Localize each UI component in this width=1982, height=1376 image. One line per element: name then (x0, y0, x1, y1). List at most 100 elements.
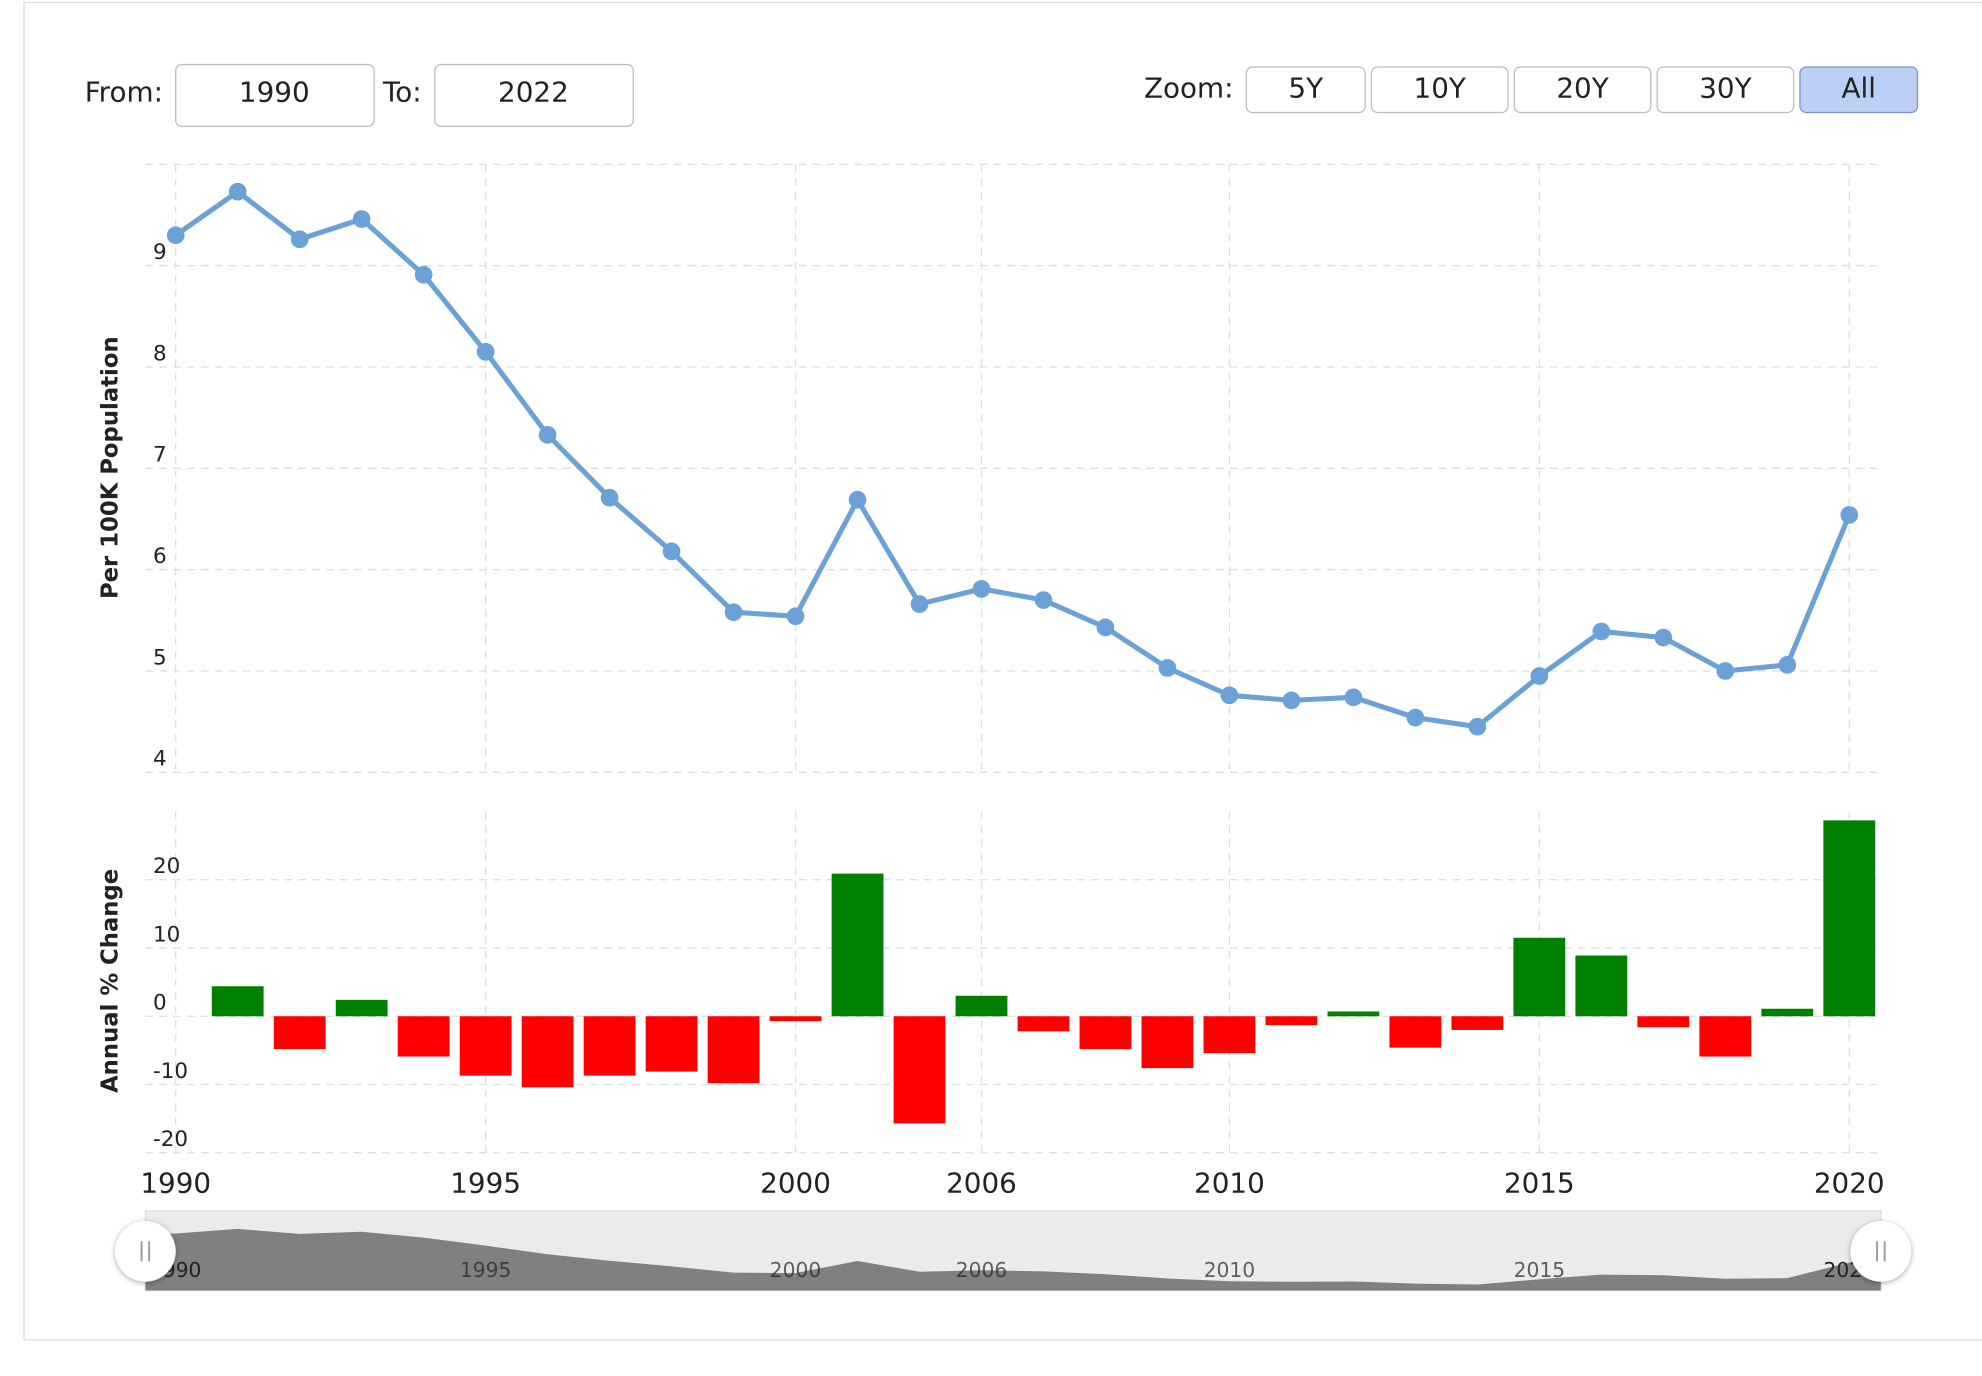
bar (1327, 1011, 1380, 1017)
y-tick-label: 9 (153, 240, 167, 265)
y-axis-label: Per 100K Population (98, 336, 124, 599)
bar (1513, 937, 1566, 1017)
point (1840, 506, 1859, 524)
bar (521, 1016, 574, 1088)
point (848, 490, 867, 509)
bar (459, 1016, 512, 1076)
y-tick-label: 7 (153, 443, 167, 468)
point (1096, 618, 1115, 637)
frame (23, 1, 1982, 1341)
x-tick-label: 2000 (760, 1166, 831, 1199)
x-tick-label: 2006 (946, 1166, 1017, 1199)
point (1158, 659, 1177, 677)
bar (1637, 1016, 1690, 1028)
zoom-button[interactable] (1513, 66, 1652, 114)
zoom-button-label[interactable]: 30Y (1699, 72, 1752, 105)
point (166, 226, 185, 245)
y-tick-label: -10 (153, 1059, 188, 1084)
navigator-label: 1995 (460, 1258, 511, 1282)
y-tick-label: 10 (153, 922, 180, 947)
x-tick-label: 2015 (1504, 1166, 1575, 1199)
bar (1079, 1016, 1132, 1050)
to-value[interactable]: 2022 (498, 76, 569, 109)
point (290, 230, 309, 249)
bar (893, 1016, 946, 1124)
bar (1141, 1016, 1194, 1069)
from-value[interactable]: 1990 (239, 76, 310, 109)
line (174, 189, 1852, 730)
navigator-label: 2015 (1514, 1258, 1565, 1282)
point (1282, 691, 1301, 710)
point (1592, 622, 1611, 641)
zoom-button[interactable] (1656, 66, 1795, 114)
y-tick-label: 20 (153, 854, 180, 879)
point (538, 426, 557, 444)
from-input[interactable] (175, 63, 375, 128)
zoom-label: Zoom: (1144, 72, 1234, 105)
zoom-button-label[interactable]: All (1842, 72, 1876, 105)
navigator-handle[interactable] (115, 1221, 176, 1282)
x-tick-label: 1990 (140, 1166, 211, 1199)
point (414, 265, 433, 284)
bar (1823, 820, 1876, 1017)
bar (1761, 1008, 1814, 1017)
bar (1017, 1016, 1070, 1032)
to-input[interactable] (434, 63, 634, 128)
navigator-label: 2010 (1204, 1258, 1255, 1282)
bar (211, 986, 264, 1017)
bar (1265, 1016, 1318, 1026)
point (1778, 656, 1797, 674)
bar (1699, 1016, 1752, 1057)
bar (645, 1016, 698, 1072)
bar (583, 1016, 636, 1076)
point (1716, 662, 1735, 680)
x-tick-label: 2010 (1194, 1166, 1265, 1199)
point (972, 580, 991, 598)
zoom-button[interactable] (1370, 66, 1509, 114)
point (1406, 708, 1425, 727)
point (662, 542, 681, 561)
zoom-button-label[interactable]: 5Y (1288, 72, 1324, 105)
point (1344, 688, 1363, 707)
point (786, 607, 805, 626)
y-tick-label: 5 (153, 645, 167, 670)
x-tick-label: 1995 (450, 1166, 521, 1199)
point (724, 603, 743, 622)
from-label: From: (85, 76, 163, 109)
point (910, 595, 929, 613)
bar (1203, 1016, 1256, 1054)
y-tick-label: 8 (153, 341, 167, 366)
point (352, 210, 371, 228)
bar (335, 999, 388, 1017)
y-tick-label: 6 (153, 544, 167, 569)
navigator-series: 1990 1995 2000 2006 2010 2015 2020 (145, 1228, 1881, 1291)
to-label: To: (382, 76, 422, 109)
navigator-area (145, 1228, 1881, 1291)
navigator-handle[interactable] (1850, 1221, 1912, 1282)
point (228, 182, 247, 201)
bar (707, 1016, 760, 1084)
y-tick-label: -20 (153, 1127, 188, 1152)
point (476, 342, 495, 361)
point (1530, 667, 1549, 685)
zoom-button[interactable] (1799, 66, 1919, 114)
bar (955, 995, 1008, 1017)
navigator-label: 2000 (770, 1258, 821, 1282)
bar (1389, 1016, 1442, 1048)
bar (1575, 955, 1628, 1017)
bar (769, 1016, 822, 1022)
bar (1451, 1016, 1504, 1030)
point (1220, 686, 1239, 705)
point (600, 488, 619, 507)
bar (397, 1016, 450, 1057)
bar (273, 1016, 326, 1050)
zoom-button-label[interactable]: 10Y (1414, 72, 1467, 105)
zoom-button[interactable] (1245, 66, 1366, 114)
y-axis-label: Annual % Change (98, 869, 124, 1093)
point (1468, 717, 1487, 736)
point (1034, 591, 1053, 609)
point (1654, 628, 1673, 647)
zoom-button-label[interactable]: 20Y (1556, 72, 1609, 105)
y-tick-label: 0 (153, 991, 167, 1016)
